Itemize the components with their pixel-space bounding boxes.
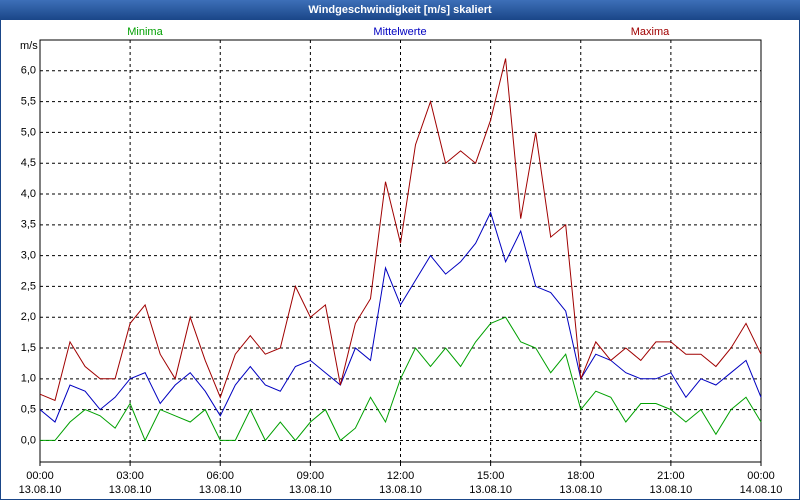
- x-tick-label: 03:00: [116, 470, 144, 482]
- y-tick-label: 3,0: [21, 250, 36, 262]
- chart-title: Windgeschwindigkeit [m/s] skaliert: [308, 4, 492, 16]
- x-tick-date: 13.08.10: [199, 484, 242, 496]
- y-tick-label: 5,5: [21, 96, 36, 108]
- y-tick-label: 6,0: [21, 65, 36, 77]
- legend-entry: Mittelwerte: [373, 26, 426, 38]
- x-tick-date: 13.08.10: [379, 484, 422, 496]
- x-tick-label: 00:00: [747, 470, 775, 482]
- x-tick-date: 13.08.10: [19, 484, 62, 496]
- y-tick-label: 0,5: [21, 404, 36, 416]
- y-tick-label: 2,0: [21, 311, 36, 323]
- x-tick-date: 14.08.10: [740, 484, 783, 496]
- legend-entry: Maxima: [631, 26, 670, 38]
- x-tick-label: 00:00: [26, 470, 54, 482]
- y-tick-label: 3,5: [21, 219, 36, 231]
- y-tick-label: 5,0: [21, 126, 36, 138]
- x-tick-label: 09:00: [297, 470, 325, 482]
- x-tick-date: 13.08.10: [649, 484, 692, 496]
- x-tick-label: 12:00: [387, 470, 415, 482]
- legend-entry: Minima: [127, 26, 163, 38]
- x-tick-date: 13.08.10: [469, 484, 512, 496]
- x-tick-date: 13.08.10: [289, 484, 332, 496]
- y-tick-label: 2,5: [21, 280, 36, 292]
- series-line: [40, 316, 762, 442]
- series-line: [39, 211, 762, 423]
- y-tick-label: 4,5: [21, 157, 36, 169]
- x-tick-date: 13.08.10: [109, 484, 152, 496]
- y-tick-label: 1,0: [21, 373, 36, 385]
- x-tick-label: 15:00: [477, 470, 505, 482]
- y-tick-label: 0,0: [21, 434, 36, 446]
- y-tick-label: 1,5: [21, 342, 36, 354]
- x-tick-date: 13.08.10: [559, 484, 602, 496]
- x-tick-label: 18:00: [567, 470, 595, 482]
- y-tick-label: 4,0: [21, 188, 36, 200]
- x-tick-label: 06:00: [206, 470, 234, 482]
- title-bar: [0, 0, 800, 20]
- y-axis-unit: m/s: [20, 40, 38, 52]
- series-line: [39, 58, 762, 402]
- x-tick-label: 21:00: [657, 470, 685, 482]
